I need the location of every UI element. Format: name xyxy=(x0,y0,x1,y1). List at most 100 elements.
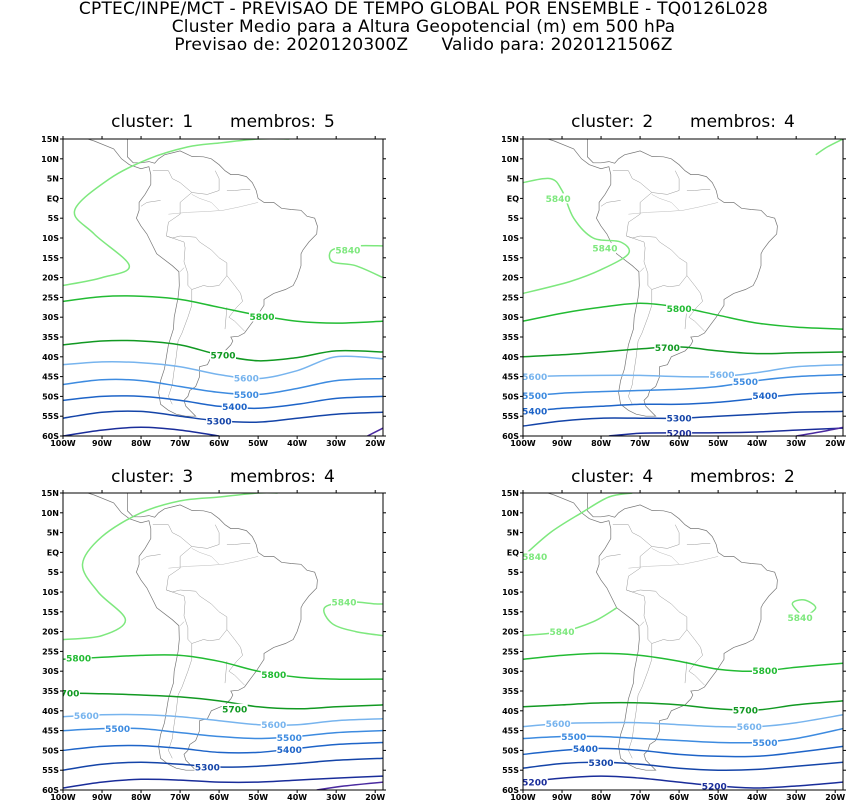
lat-tick-label: 25S xyxy=(502,647,519,656)
contour-label-bg xyxy=(523,777,548,788)
coastline xyxy=(546,493,778,771)
lon-tick-label: 60W xyxy=(669,793,689,802)
country-border xyxy=(626,235,688,287)
contour-label: 5500 xyxy=(733,378,758,388)
country-border xyxy=(686,189,711,191)
contour-label-bg xyxy=(523,406,548,417)
lat-tick-label: 10S xyxy=(502,588,519,597)
lat-tick-label: 55S xyxy=(42,766,59,775)
contour-label: 5500 xyxy=(522,392,547,402)
contour-label: 5800 xyxy=(667,305,692,315)
panel-2-membros-label: membros: xyxy=(690,112,777,132)
lat-tick-label: 30S xyxy=(42,313,59,322)
lat-tick-label: 5S xyxy=(508,214,520,223)
lat-tick-label: 10S xyxy=(42,234,59,243)
panel-4-membros: 2 xyxy=(784,467,795,487)
contour-label-bg xyxy=(276,744,303,755)
contour-label: 5200 xyxy=(667,429,692,439)
country-border xyxy=(226,275,245,332)
map-frame xyxy=(522,138,844,437)
country-border xyxy=(152,524,193,759)
lat-tick-label: 10N xyxy=(501,509,519,518)
map-panel-3: 5840 5800 5800 5700 5700 5600 5600 5500 5500 5400… xyxy=(41,489,386,802)
contour-label-bg xyxy=(545,193,572,204)
contour-label: 5200 xyxy=(702,783,727,793)
contour-label-bg xyxy=(63,687,80,698)
contour-5800 xyxy=(63,295,383,324)
contour-label: 5600 xyxy=(709,371,734,381)
contour-5840 xyxy=(63,139,290,287)
contour-5840 xyxy=(815,139,843,156)
river-line xyxy=(191,548,220,565)
country-border xyxy=(684,661,688,684)
contour-label-bg xyxy=(73,710,100,721)
panel-4-cluster: 4 xyxy=(642,467,654,487)
contour-label-bg xyxy=(751,737,778,748)
forecast-date-label: Previsao de: xyxy=(174,35,281,55)
country-border xyxy=(152,170,193,405)
panel-1-title: cluster: 1 membros: 5 xyxy=(62,112,384,132)
lon-tick-label: 40W xyxy=(287,793,307,802)
lat-tick-label: 10N xyxy=(41,155,59,164)
lat-tick-label: 15S xyxy=(502,254,519,263)
contour-label: 5300 xyxy=(207,417,232,427)
contour-label: 5700 xyxy=(655,344,680,354)
lon-tick-label: 60W xyxy=(209,439,229,448)
lon-tick-label: 80W xyxy=(591,793,611,802)
lat-tick-label: EQ xyxy=(507,194,519,203)
lon-tick-label: 80W xyxy=(131,793,151,802)
lon-tick-label: 30W xyxy=(326,439,346,448)
panel-4-cluster-label: cluster: xyxy=(571,467,635,487)
lat-tick-label: 50S xyxy=(42,392,59,401)
country-border xyxy=(651,639,670,644)
contour-label-bg xyxy=(65,653,92,664)
contour-label-bg xyxy=(523,390,548,401)
country-border xyxy=(179,267,185,272)
contour-label: 5500 xyxy=(561,733,586,743)
contour-label: 5500 xyxy=(234,391,259,401)
contour-label: 5600 xyxy=(737,723,762,733)
contour-label-bg xyxy=(233,372,260,383)
contour-5840 xyxy=(323,601,383,637)
contour-label: 5200 xyxy=(522,779,547,789)
lon-tick-label: 20W xyxy=(365,439,385,448)
lat-tick-label: 55S xyxy=(42,412,59,421)
contour-label-bg xyxy=(572,743,599,754)
country-border xyxy=(224,307,228,330)
contour-label: 5800 xyxy=(752,667,777,677)
lat-tick-label: 60S xyxy=(502,786,519,795)
contour-label: 5500 xyxy=(752,739,777,749)
contour-label: 5600 xyxy=(234,374,259,384)
contour-label-bg xyxy=(732,376,759,387)
lat-tick-label: 20S xyxy=(42,628,59,637)
panel-4-membros-label: membros: xyxy=(690,467,777,487)
contour-label: 5840 xyxy=(331,598,356,608)
lat-tick-label: 45S xyxy=(42,373,59,382)
contour-label-bg xyxy=(666,427,693,436)
contour-label-bg xyxy=(787,612,814,623)
lat-tick-label: 20S xyxy=(502,274,519,283)
contour-5100 xyxy=(316,781,383,790)
lat-tick-label: 40S xyxy=(502,353,519,362)
contour-label: 5700 xyxy=(733,707,758,717)
lon-tick-label: 40W xyxy=(747,793,767,802)
contour-label: 5400 xyxy=(522,408,547,418)
country-border xyxy=(600,554,621,561)
lat-tick-label: 25S xyxy=(42,647,59,656)
contour-label-bg xyxy=(249,311,276,322)
lon-tick-label: 50W xyxy=(248,439,268,448)
panel-2-cluster: 2 xyxy=(642,112,654,132)
lat-tick-label: 60S xyxy=(42,432,59,441)
lat-tick-label: 15S xyxy=(502,608,519,617)
contour-label: 5600 xyxy=(261,721,286,731)
contour-label: 5800 xyxy=(249,313,274,323)
coastline xyxy=(546,139,778,417)
map-plot-area: 5840 5800 5800 5700 5700 5600 5600 5500 5500 5400… xyxy=(54,493,383,790)
contour-5200 xyxy=(63,775,383,789)
contour-label: 5700 xyxy=(54,689,79,699)
lat-tick-label: 45S xyxy=(502,373,519,382)
lat-tick-label: 50S xyxy=(502,746,519,755)
panel-3-membros-label: membros: xyxy=(230,467,317,487)
lat-tick-label: 60S xyxy=(502,432,519,441)
panel-1-cluster-label: cluster: xyxy=(111,112,175,132)
